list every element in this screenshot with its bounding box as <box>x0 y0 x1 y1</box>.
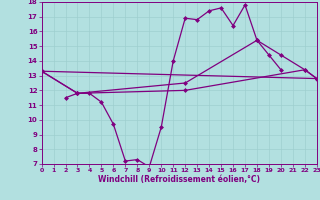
X-axis label: Windchill (Refroidissement éolien,°C): Windchill (Refroidissement éolien,°C) <box>98 175 260 184</box>
